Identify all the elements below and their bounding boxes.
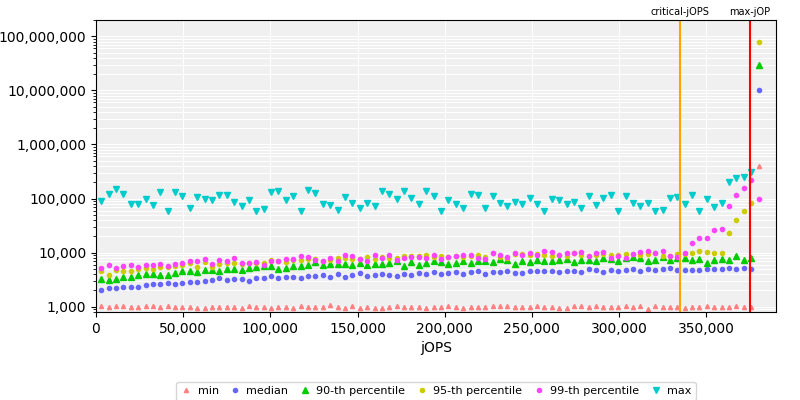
90-th percentile — [97, 277, 106, 282]
median — [754, 88, 763, 93]
99-th percentile — [754, 196, 763, 201]
90-th percentile — [193, 270, 202, 275]
median — [185, 280, 194, 284]
min — [554, 305, 564, 310]
max — [746, 170, 756, 174]
95-th percentile — [104, 272, 114, 277]
99-th percentile — [658, 248, 667, 253]
median — [658, 267, 667, 272]
min — [643, 306, 653, 311]
95-th percentile — [97, 269, 106, 274]
Line: min: min — [99, 164, 761, 311]
max — [680, 202, 690, 207]
Line: median: median — [99, 88, 761, 292]
99-th percentile — [185, 258, 194, 263]
median — [643, 267, 653, 272]
median — [97, 287, 106, 292]
X-axis label: jOPS: jOPS — [420, 341, 452, 355]
90-th percentile — [732, 254, 742, 259]
90-th percentile — [650, 257, 660, 262]
max — [170, 190, 180, 195]
Text: max-jOP: max-jOP — [730, 7, 770, 17]
Line: 90-th percentile: 90-th percentile — [98, 62, 762, 283]
max — [185, 206, 194, 211]
99-th percentile — [746, 178, 756, 182]
90-th percentile — [665, 257, 674, 262]
min — [296, 304, 306, 309]
min — [732, 304, 742, 308]
95-th percentile — [303, 257, 313, 262]
Legend: min, median, 90-th percentile, 95-th percentile, 99-th percentile, max: min, median, 90-th percentile, 95-th per… — [177, 382, 695, 400]
median — [724, 266, 734, 271]
99-th percentile — [296, 254, 306, 258]
Line: 95-th percentile: 95-th percentile — [99, 40, 761, 277]
Text: critical-jOPS: critical-jOPS — [650, 7, 710, 17]
max — [355, 206, 365, 211]
Line: 99-th percentile: 99-th percentile — [99, 178, 761, 270]
90-th percentile — [104, 278, 114, 282]
90-th percentile — [754, 62, 763, 67]
90-th percentile — [562, 257, 571, 262]
median — [296, 276, 306, 280]
median — [554, 270, 564, 274]
99-th percentile — [643, 248, 653, 253]
min — [97, 304, 106, 309]
max — [97, 199, 106, 204]
max — [436, 208, 446, 213]
95-th percentile — [650, 251, 660, 256]
99-th percentile — [554, 253, 564, 258]
max — [163, 208, 173, 213]
max — [237, 204, 246, 208]
min — [650, 304, 660, 308]
min — [754, 164, 763, 168]
90-th percentile — [303, 263, 313, 268]
min — [185, 304, 194, 309]
min — [665, 304, 674, 309]
95-th percentile — [754, 39, 763, 44]
95-th percentile — [732, 218, 742, 223]
95-th percentile — [665, 253, 674, 258]
95-th percentile — [193, 264, 202, 269]
99-th percentile — [97, 265, 106, 270]
95-th percentile — [562, 254, 571, 258]
Line: max: max — [98, 169, 754, 213]
99-th percentile — [724, 204, 734, 209]
